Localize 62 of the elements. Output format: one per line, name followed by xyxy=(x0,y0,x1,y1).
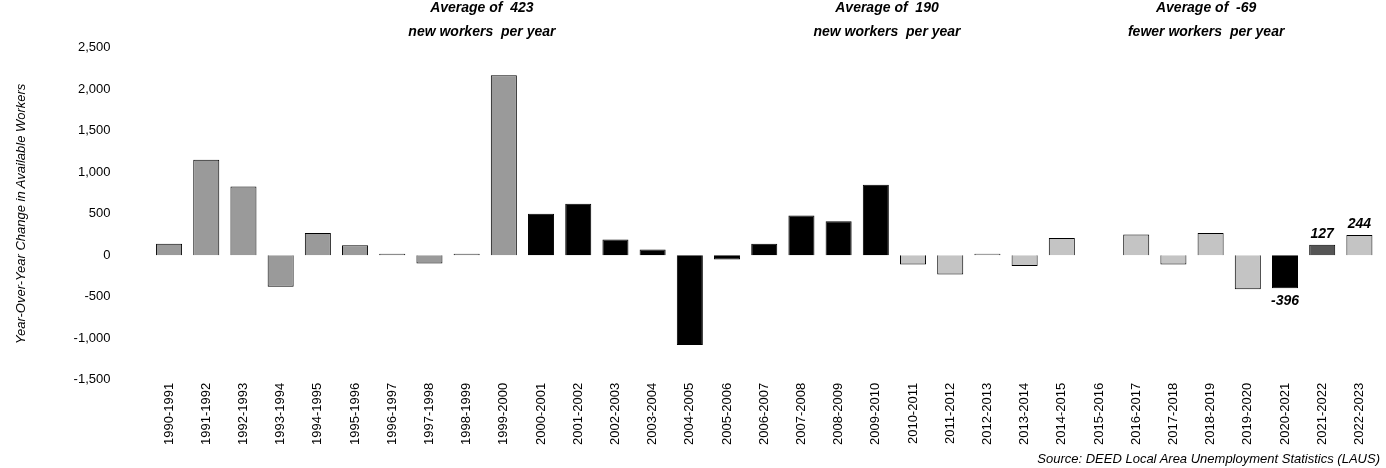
x-tick-label: 2009-2010 xyxy=(867,382,883,445)
x-tick-label: 2012-2013 xyxy=(979,382,994,445)
x-tick-label: 2000-2001 xyxy=(532,382,548,445)
x-tick-label: 2008-2009 xyxy=(830,382,846,445)
text: new workers per year xyxy=(813,22,963,39)
x-tick-label: 1993-1994 xyxy=(272,382,288,445)
x-tick-label: 2001-2002 xyxy=(569,382,585,445)
x-tick-label: 2015-2016 xyxy=(1090,382,1106,445)
y-tick-label: 1,500 xyxy=(77,122,111,138)
bar xyxy=(528,213,555,256)
x-tick-label: 2022-2023 xyxy=(1350,382,1366,445)
bar xyxy=(788,215,815,256)
x-tick-label: 2016-2017 xyxy=(1127,382,1143,445)
data-label: 244 xyxy=(1346,214,1372,231)
data-label: -396 xyxy=(1270,292,1300,309)
x-tick-label: 2014-2015 xyxy=(1053,382,1069,445)
x-tick-label: 1990-1991 xyxy=(160,382,176,445)
x-tick-label: 2018-2019 xyxy=(1202,382,1218,445)
x-tick-label: 1994-1995 xyxy=(309,382,325,445)
text: Average of -69 xyxy=(1154,0,1257,15)
x-tick-label: 1999-2000 xyxy=(495,382,511,445)
bar xyxy=(676,255,703,345)
data-label: 127 xyxy=(1310,224,1336,241)
x-tick-label: 2005-2006 xyxy=(718,382,734,445)
y-tick-label: -1,000 xyxy=(73,329,111,345)
text: fewer workers per year xyxy=(1127,22,1286,39)
x-tick-label: 1991-1992 xyxy=(197,382,213,445)
y-tick-label: -1,500 xyxy=(73,371,111,387)
y-tick-label: 500 xyxy=(88,205,111,221)
x-tick-label: 2004-2005 xyxy=(681,382,697,445)
x-tick-label: 2003-2004 xyxy=(644,382,660,445)
x-tick-label: 2010-2011 xyxy=(904,382,920,445)
x-tick-label: 2011-2012 xyxy=(941,382,957,445)
x-tick-label: 1997-1998 xyxy=(421,382,437,445)
y-tick-label: 1,000 xyxy=(77,163,111,179)
y-tick-label: 2,500 xyxy=(77,39,111,55)
y-tick-label: -500 xyxy=(84,288,111,304)
x-tick-label: 1998-1999 xyxy=(458,382,474,445)
x-tick-label: 2002-2003 xyxy=(607,382,623,445)
x-tick-label: 1995-1996 xyxy=(346,382,362,445)
x-tick-label: 2020-2021 xyxy=(1276,382,1292,445)
x-tick-label: 2007-2008 xyxy=(793,382,809,445)
x-tick-label: 2013-2014 xyxy=(1016,382,1032,445)
bar xyxy=(862,184,889,256)
bar xyxy=(602,239,629,256)
x-tick-label: 1992-1993 xyxy=(235,382,251,445)
x-tick-label: 1996-1997 xyxy=(383,382,399,445)
y-tick-label: 2,000 xyxy=(77,80,111,96)
bar xyxy=(565,203,592,256)
y-axis-title: Year-Over-Year Change in Available Workers xyxy=(13,83,29,344)
x-tick-label: 2017-2018 xyxy=(1164,382,1180,445)
bar xyxy=(751,243,778,256)
bar xyxy=(825,221,852,256)
y-tick-label: 0 xyxy=(103,246,111,262)
bar xyxy=(1271,255,1299,289)
text: new workers per year xyxy=(408,22,557,39)
x-tick-label: 2021-2022 xyxy=(1313,382,1329,445)
text: Average of 423 xyxy=(429,0,534,15)
x-tick-label: 2019-2020 xyxy=(1239,382,1255,445)
source-note: Source: DEED Local Area Unemployment Statistics (LAUS) xyxy=(1037,451,1380,467)
text: Average of 190 xyxy=(834,0,939,15)
x-tick-label: 2006-2007 xyxy=(755,382,771,445)
